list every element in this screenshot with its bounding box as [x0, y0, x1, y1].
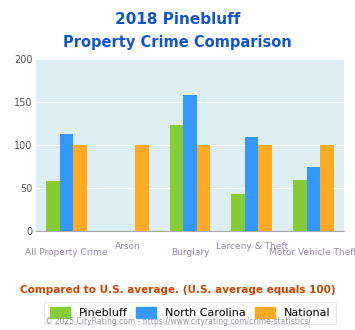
Bar: [245, 138, 258, 231]
Text: Compared to U.S. average. (U.S. average equals 100): Compared to U.S. average. (U.S. average …: [20, 285, 335, 295]
Bar: [197, 145, 210, 231]
Bar: [320, 145, 334, 231]
Bar: [46, 181, 60, 231]
Bar: [73, 145, 87, 231]
Bar: [258, 145, 272, 231]
Text: Arson: Arson: [115, 242, 141, 251]
Legend: Pinebluff, North Carolina, National: Pinebluff, North Carolina, National: [44, 302, 336, 324]
Text: 2018 Pinebluff: 2018 Pinebluff: [115, 12, 240, 26]
Text: Motor Vehicle Theft: Motor Vehicle Theft: [269, 248, 355, 257]
Text: Larceny & Theft: Larceny & Theft: [215, 242, 288, 251]
Bar: [170, 125, 183, 231]
Bar: [183, 95, 197, 231]
Text: Burglary: Burglary: [171, 248, 209, 257]
Text: All Property Crime: All Property Crime: [25, 248, 108, 257]
Bar: [293, 180, 307, 231]
Bar: [60, 134, 73, 231]
Text: © 2025 CityRating.com - https://www.cityrating.com/crime-statistics/: © 2025 CityRating.com - https://www.city…: [45, 317, 310, 326]
Bar: [231, 194, 245, 231]
Text: Property Crime Comparison: Property Crime Comparison: [63, 35, 292, 50]
Bar: [307, 167, 320, 231]
Bar: [135, 145, 148, 231]
